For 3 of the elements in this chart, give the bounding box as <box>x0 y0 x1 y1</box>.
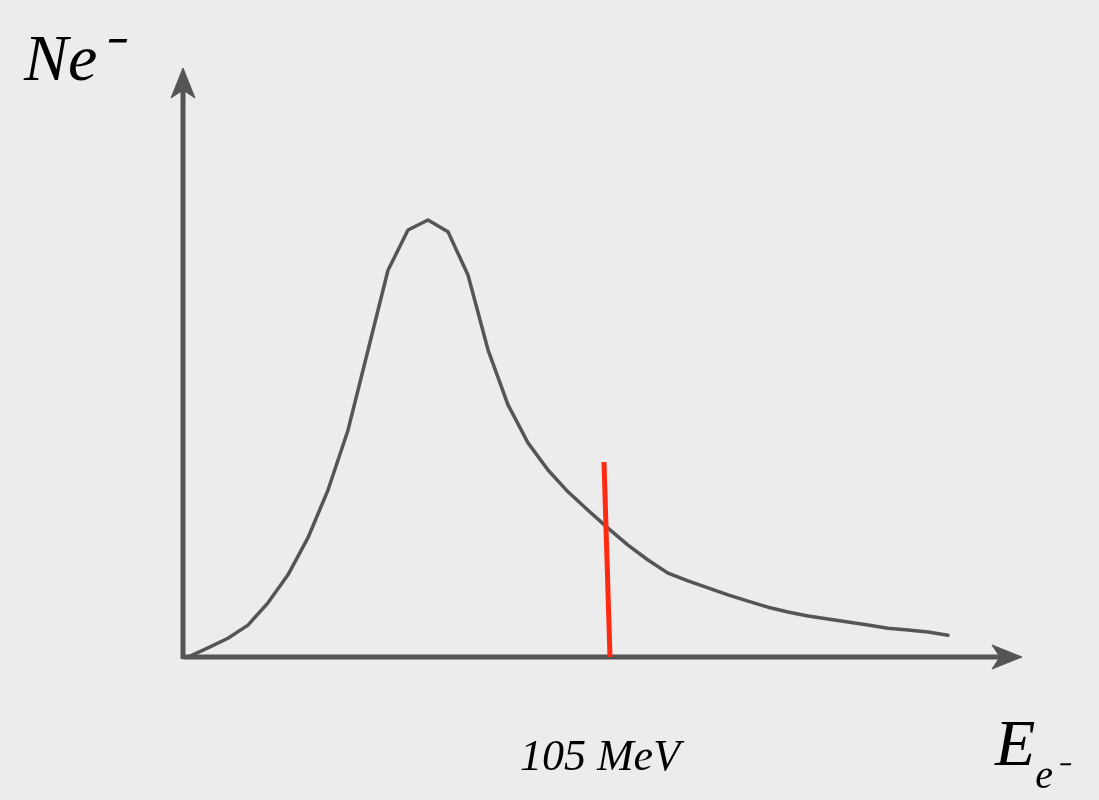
x-axis-title: E$_{e⁻}$ <box>994 706 1073 797</box>
y-axis-title: Ne⁻ <box>23 21 129 94</box>
text: 105 MeV <box>519 731 686 780</box>
